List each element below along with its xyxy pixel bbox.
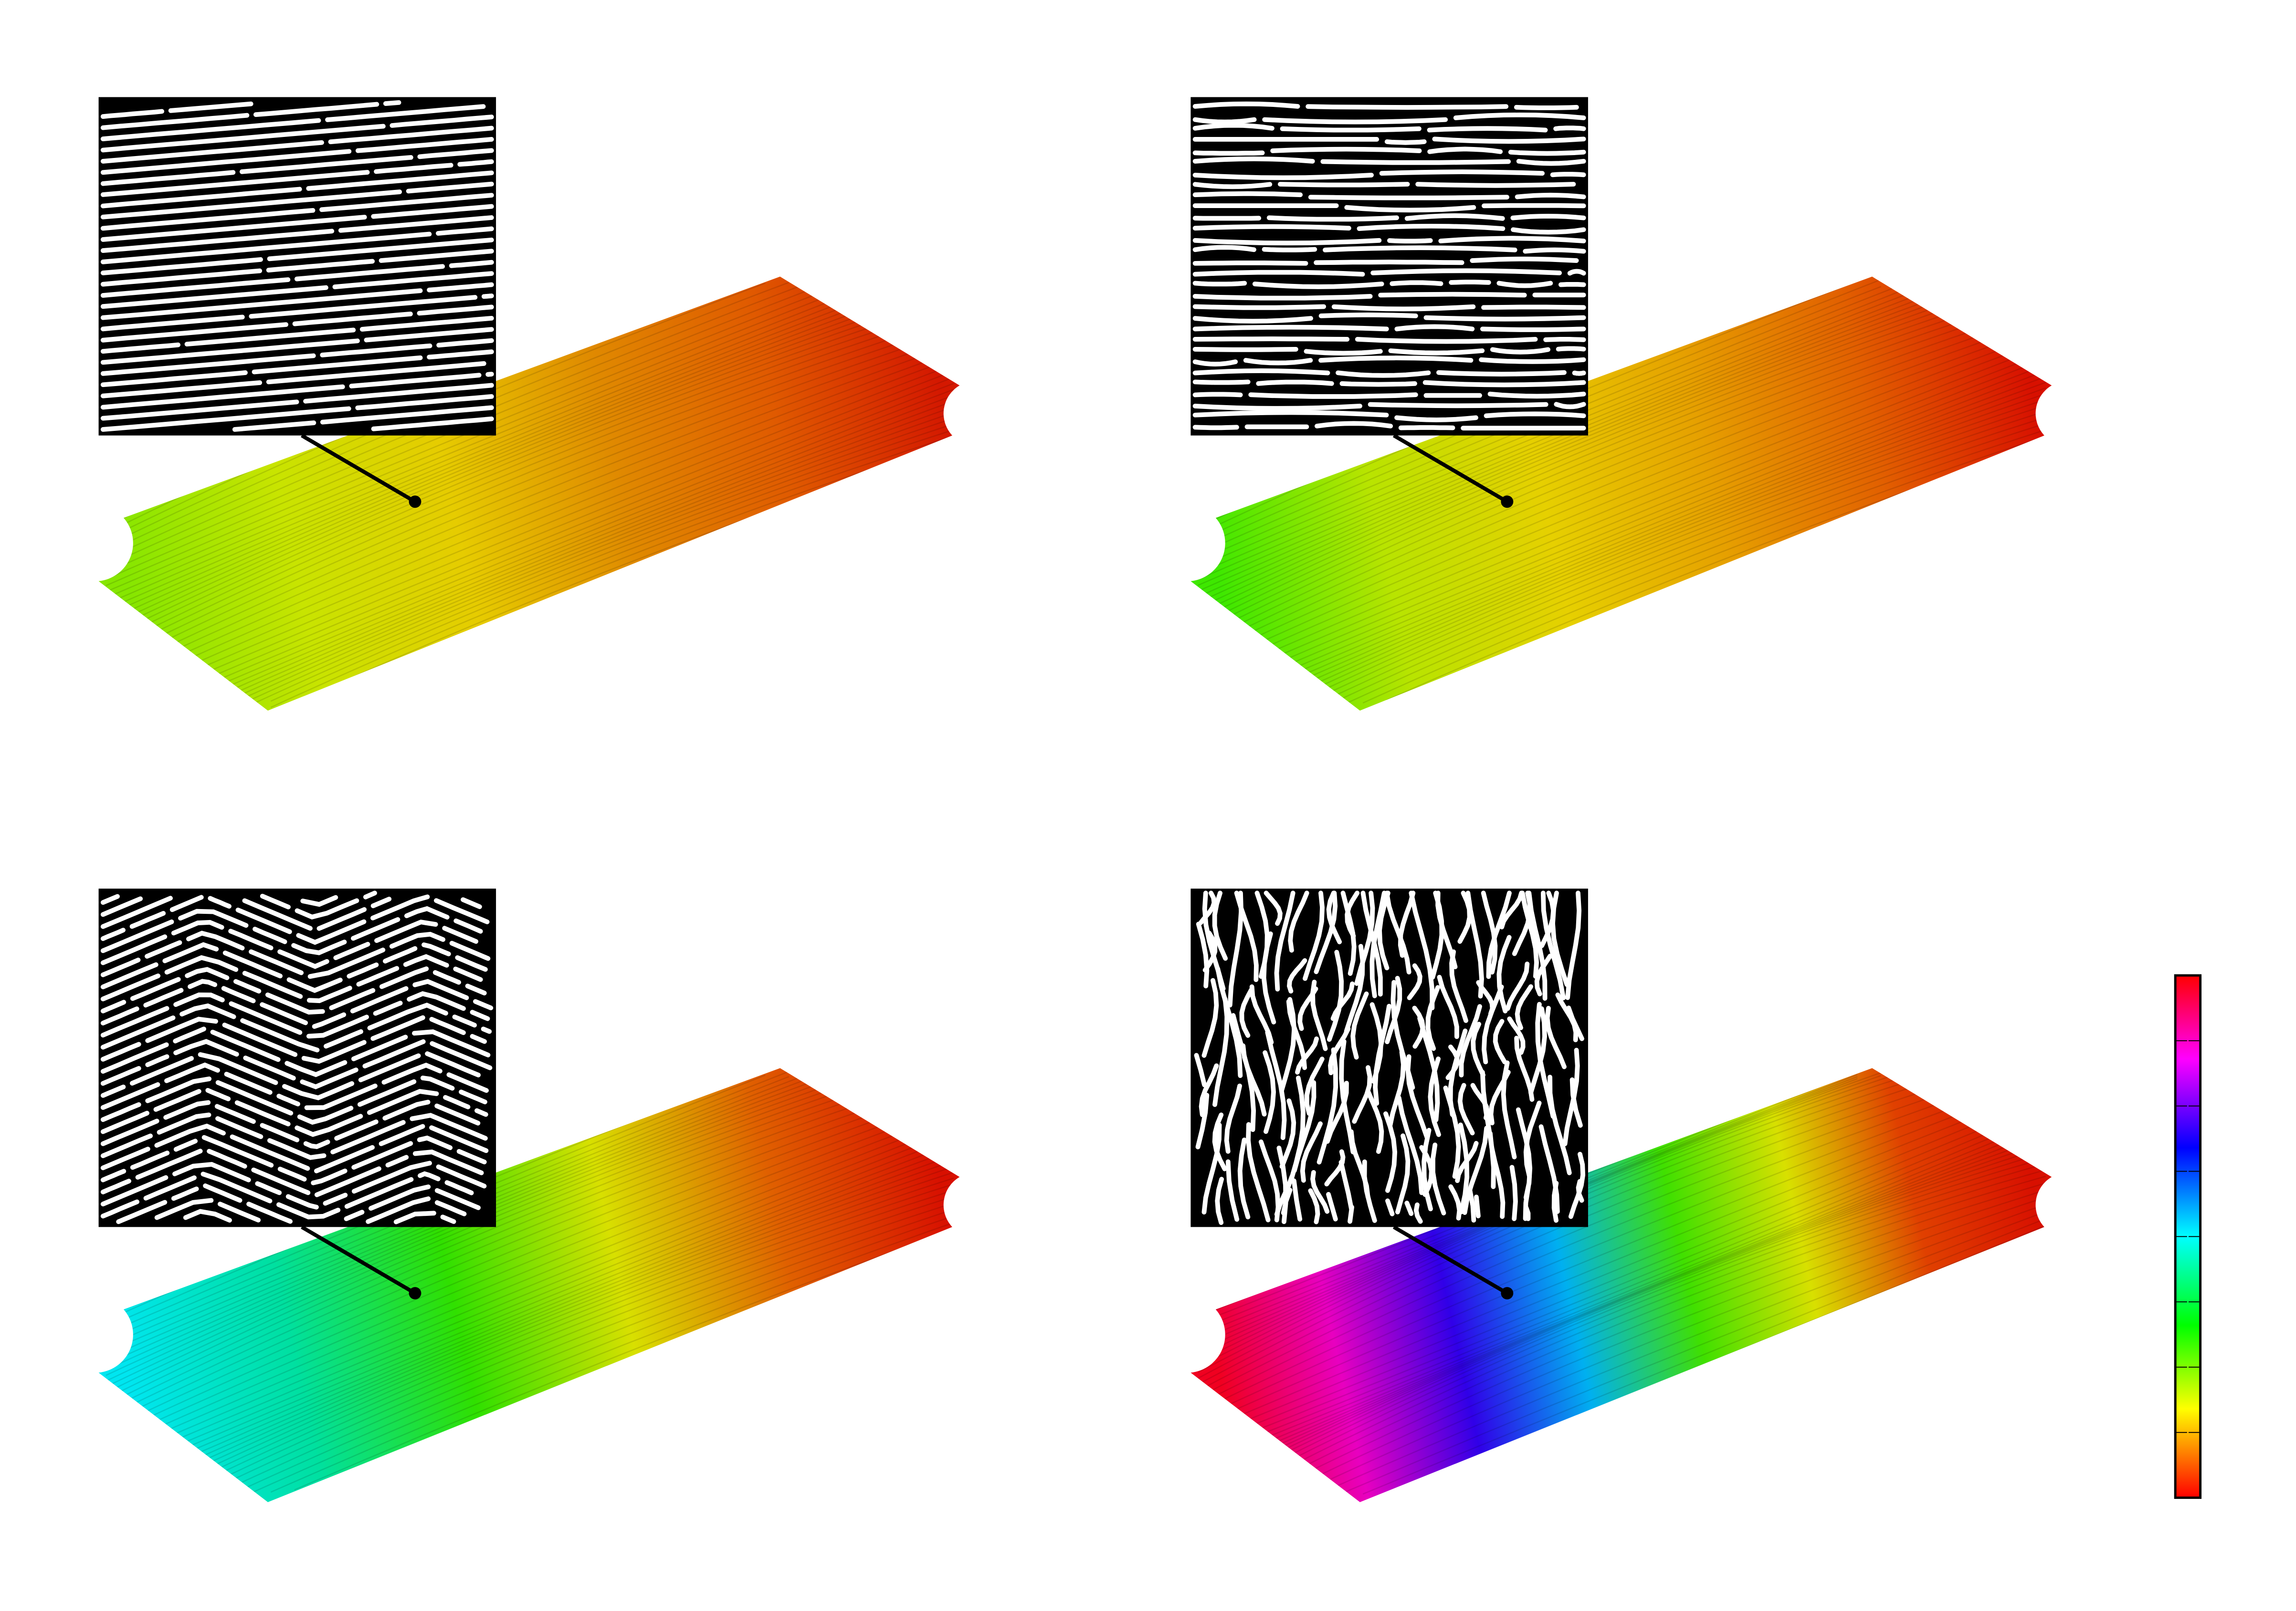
panel-top-left	[98, 97, 960, 711]
plate-surface	[1190, 1068, 2052, 1502]
colorbar	[2174, 974, 2202, 1499]
inset-tilted-parallel-stripes	[100, 100, 494, 432]
probe-point	[409, 495, 421, 508]
leader-line	[301, 1225, 416, 1295]
panel-bottom-right	[1190, 889, 2052, 1502]
probe-point	[1501, 1287, 1514, 1299]
probe-point	[409, 1287, 421, 1299]
plate-surface	[98, 1068, 960, 1502]
inset-chevron-stripes	[100, 890, 494, 1224]
inset-frame	[1190, 889, 1588, 1227]
leader-line	[1392, 434, 1508, 503]
panel-top-right	[1190, 97, 2052, 711]
plate-surface	[98, 276, 960, 711]
inset-horizontal-stripes-with-defects	[1192, 101, 1586, 431]
leader-line	[1392, 1225, 1508, 1295]
plate-surface	[1190, 276, 2052, 711]
leader-line	[301, 434, 416, 503]
probe-point	[1501, 495, 1514, 508]
inset-labyrinth-stripes	[1194, 890, 1586, 1225]
panel-bottom-left	[98, 889, 960, 1502]
panels	[98, 97, 2052, 1502]
